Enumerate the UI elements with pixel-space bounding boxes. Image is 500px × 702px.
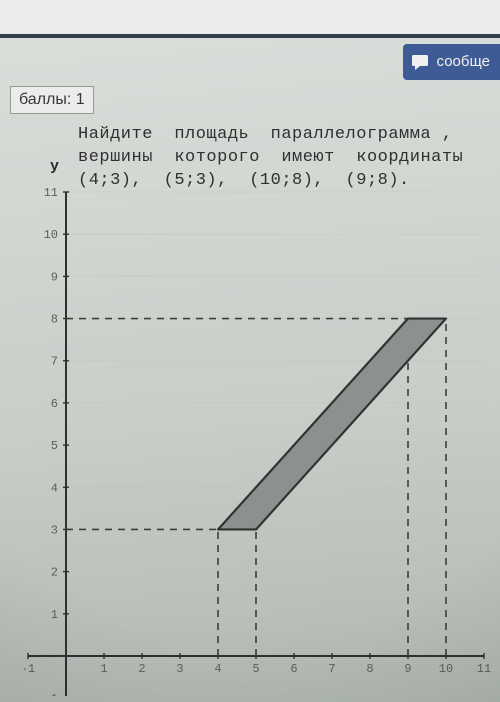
screen: сообще баллы: 1 y Найдите площадь паралл… [0, 0, 500, 702]
y-axis-label: y [50, 158, 59, 175]
svg-text:5: 5 [51, 439, 58, 453]
svg-text:7: 7 [328, 662, 335, 676]
score-label: баллы: [19, 91, 71, 108]
top-bar [0, 0, 500, 38]
svg-text:8: 8 [366, 662, 373, 676]
svg-text:10: 10 [439, 662, 453, 676]
svg-text:3: 3 [176, 662, 183, 676]
problem-line1: Найдите площадь параллелограмма , [78, 125, 453, 144]
svg-text:2: 2 [138, 662, 145, 676]
message-label: сообще [437, 53, 490, 70]
svg-text:3: 3 [51, 523, 58, 537]
svg-text:7: 7 [51, 355, 58, 369]
chart: -1 1 2 3 4 5 6 7 8 9 10 11 -1 1 2 3 4 5 6 7 8 9 10 11 [24, 188, 494, 696]
problem-text: Найдите площадь параллелограмма , вершин… [78, 124, 488, 193]
svg-text:-1: -1 [44, 692, 58, 696]
svg-text:-1: -1 [24, 662, 35, 676]
svg-text:4: 4 [214, 662, 221, 676]
svg-text:8: 8 [51, 313, 58, 327]
score-box: баллы: 1 [10, 86, 94, 114]
svg-text:4: 4 [51, 481, 58, 495]
svg-text:10: 10 [44, 228, 58, 242]
svg-text:6: 6 [290, 662, 297, 676]
svg-text:1: 1 [51, 608, 58, 622]
problem-line2: вершины которого имеют координаты [78, 148, 463, 167]
svg-text:9: 9 [404, 662, 411, 676]
svg-text:5: 5 [252, 662, 259, 676]
chart-svg: -1 1 2 3 4 5 6 7 8 9 10 11 -1 1 2 3 4 5 6 7 8 9 10 11 [24, 188, 494, 696]
svg-text:11: 11 [477, 662, 491, 676]
score-value: 1 [76, 91, 85, 108]
svg-text:9: 9 [51, 270, 58, 284]
svg-text:11: 11 [44, 188, 58, 200]
message-button[interactable]: сообще [403, 44, 500, 80]
svg-text:1: 1 [100, 662, 107, 676]
chat-icon [411, 53, 429, 71]
svg-text:2: 2 [51, 566, 58, 580]
svg-text:6: 6 [51, 397, 58, 411]
